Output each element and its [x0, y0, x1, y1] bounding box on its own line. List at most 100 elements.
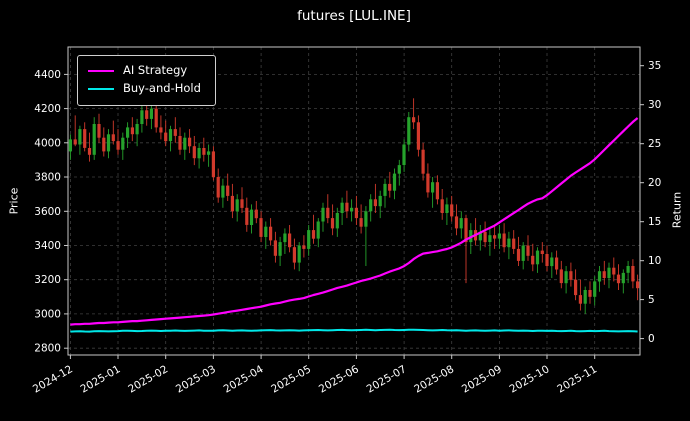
- return-tick-label: 35: [648, 60, 661, 72]
- price-tick-label: 3800: [34, 172, 61, 184]
- candle: [412, 98, 416, 130]
- candle: [102, 127, 106, 157]
- candle: [297, 242, 301, 272]
- candle: [78, 125, 82, 155]
- candle: [97, 113, 101, 143]
- candle: [383, 178, 387, 208]
- candle: [545, 245, 549, 272]
- candle: [216, 168, 220, 203]
- date-tick-label: 2025-06: [317, 363, 361, 395]
- date-tick-label: 2025-10: [508, 363, 552, 395]
- candle: [416, 115, 420, 157]
- buy-and-hold-line: [70, 328, 638, 333]
- candle: [535, 247, 540, 273]
- candle: [431, 177, 435, 208]
- candle: [259, 211, 263, 243]
- candle: [345, 190, 349, 219]
- candle: [555, 250, 559, 275]
- candle: [450, 195, 454, 222]
- candle: [326, 194, 330, 224]
- candle: [473, 218, 478, 246]
- candle: [364, 206, 368, 266]
- candle: [392, 168, 397, 200]
- candle: [516, 236, 521, 266]
- candle: [359, 204, 363, 234]
- candle: [636, 274, 640, 301]
- candle: [106, 129, 111, 159]
- date-tick-label: 2025-08: [412, 363, 456, 395]
- candle: [149, 103, 153, 130]
- candle: [335, 207, 339, 237]
- candle: [578, 279, 582, 311]
- candle: [564, 266, 568, 294]
- candle: [402, 139, 406, 172]
- candle: [488, 228, 492, 256]
- candle: [378, 190, 382, 219]
- candle: [68, 134, 72, 160]
- candle: [464, 214, 468, 284]
- return-tick-label: 30: [648, 99, 661, 111]
- candle: [426, 163, 430, 198]
- candle: [292, 238, 296, 270]
- candle: [87, 132, 92, 162]
- date-tick-label: 2025-07: [365, 363, 409, 395]
- candle: [207, 144, 211, 167]
- candle: [512, 230, 516, 254]
- candle: [497, 225, 501, 249]
- candle: [249, 204, 254, 234]
- candle: [197, 142, 201, 169]
- candle: [140, 105, 144, 133]
- date-tick-label: 2025-11: [555, 363, 599, 395]
- candle: [540, 242, 544, 263]
- candle: [602, 260, 606, 285]
- candle: [130, 117, 134, 142]
- candle: [164, 120, 168, 147]
- candle: [121, 132, 125, 160]
- candle: [388, 171, 392, 198]
- candle: [273, 231, 277, 263]
- candle: [116, 129, 120, 155]
- candle: [559, 260, 563, 289]
- price-axis-label: Price: [7, 187, 21, 215]
- return-tick-label: 15: [648, 216, 661, 228]
- candle: [621, 269, 625, 294]
- candle: [254, 201, 258, 224]
- candle: [435, 175, 439, 205]
- candle: [397, 159, 401, 186]
- candle: [288, 225, 292, 253]
- candle: [612, 257, 616, 282]
- candle: [593, 276, 597, 306]
- candle: [83, 122, 87, 152]
- candle: [188, 129, 192, 154]
- candle: [354, 195, 358, 225]
- candle: [373, 183, 377, 213]
- candle: [126, 122, 130, 148]
- candle: [230, 183, 234, 219]
- candle: [407, 112, 411, 152]
- candle: [183, 132, 187, 160]
- candle: [168, 125, 173, 152]
- price-tick-label: 4400: [34, 69, 61, 81]
- candle: [92, 117, 96, 160]
- candle: [340, 197, 344, 225]
- candle: [211, 146, 215, 181]
- date-tick-label: 2025-02: [126, 363, 170, 395]
- candle: [597, 266, 602, 292]
- chart-title: futures [LUL.INE]: [297, 8, 411, 24]
- date-tick-label: 2025-05: [269, 363, 313, 395]
- date-tick-label: 2025-04: [222, 363, 266, 395]
- date-tick-label: 2025-01: [79, 363, 123, 395]
- price-tick-label: 2800: [34, 343, 61, 355]
- price-tick-label: 3200: [34, 274, 61, 286]
- candle: [550, 252, 554, 278]
- date-tick-label: 2024-12: [31, 363, 75, 395]
- plot-border: [67, 46, 641, 356]
- candle: [226, 173, 230, 201]
- legend-label-ai-strategy: AI Strategy: [123, 63, 188, 77]
- candle: [526, 235, 530, 261]
- legend-item-ai-strategy: AI Strategy: [88, 62, 201, 80]
- candle: [269, 218, 273, 246]
- candle: [583, 286, 587, 314]
- candles-layer: [68, 98, 640, 314]
